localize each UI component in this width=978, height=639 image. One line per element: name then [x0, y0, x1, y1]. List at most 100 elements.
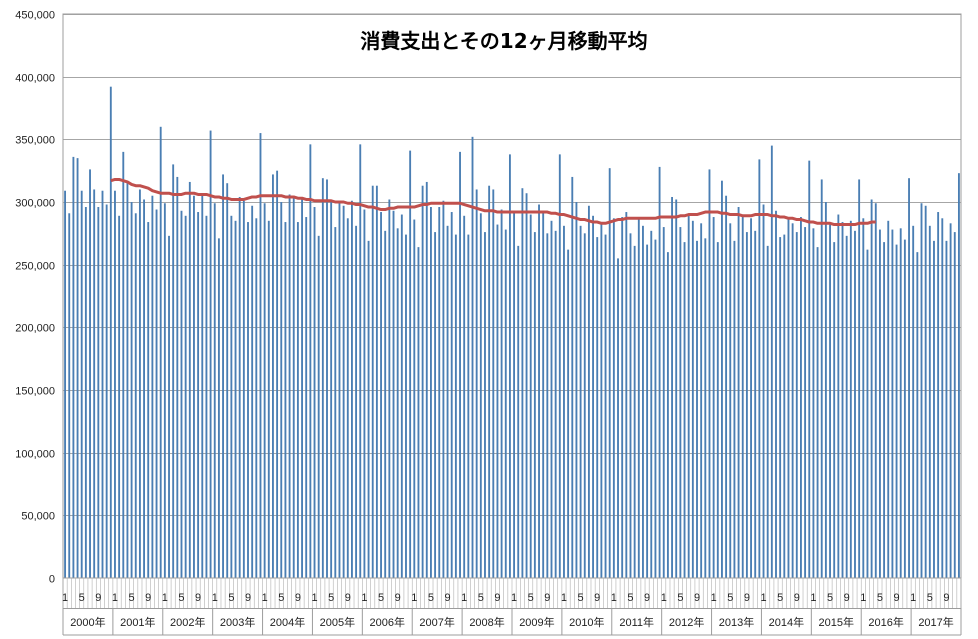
month-label: 9 — [744, 592, 750, 604]
year-label: 2013年 — [719, 615, 754, 629]
bar — [471, 136, 474, 578]
month-label: 5 — [777, 592, 783, 604]
bar — [671, 196, 673, 579]
bar — [804, 227, 807, 578]
month-label: 9 — [893, 592, 899, 604]
bar — [687, 214, 690, 578]
bar — [592, 215, 594, 579]
bar — [854, 230, 856, 578]
bar — [517, 245, 520, 578]
bar — [205, 215, 208, 579]
bar — [151, 195, 154, 579]
year-label: 2006年 — [370, 615, 405, 629]
bar — [284, 222, 287, 579]
bar — [554, 230, 557, 578]
bar — [779, 237, 782, 578]
bar — [937, 212, 940, 578]
bar — [754, 230, 757, 578]
month-label: 1 — [661, 592, 667, 604]
bar — [413, 219, 416, 579]
bar — [355, 225, 358, 578]
month-label: 1 — [461, 592, 467, 604]
bar — [172, 164, 175, 578]
bar — [879, 229, 881, 578]
bar — [126, 181, 129, 578]
bar — [84, 207, 87, 578]
bar — [795, 232, 798, 578]
bar — [272, 174, 274, 578]
bar — [841, 222, 844, 579]
bar — [608, 168, 611, 578]
y-tick-label: 250,000 — [15, 261, 55, 273]
bar — [405, 234, 407, 578]
bar — [180, 210, 183, 578]
month-label: 9 — [644, 592, 650, 604]
month-label: 1 — [411, 592, 417, 604]
bar — [508, 154, 511, 578]
bar — [949, 223, 952, 578]
bar — [762, 204, 765, 578]
bar — [68, 213, 71, 578]
bar — [351, 200, 353, 578]
year-label: 2010年 — [569, 615, 604, 629]
bar — [64, 190, 67, 578]
bar — [380, 212, 382, 578]
chart-title: 消費支出とその12ヶ月移動平均 — [360, 29, 647, 53]
bar — [276, 170, 279, 579]
bar — [326, 179, 328, 578]
bar — [666, 252, 669, 578]
bar — [733, 240, 736, 578]
year-label: 2012年 — [669, 615, 704, 629]
bar — [334, 227, 337, 578]
bar — [479, 213, 482, 578]
y-tick-label: 450,000 — [15, 10, 55, 22]
bar — [338, 200, 341, 578]
bar — [912, 225, 915, 578]
bar — [895, 244, 898, 579]
bar — [550, 220, 553, 579]
year-label: 2007年 — [419, 615, 454, 629]
bar — [155, 209, 158, 578]
bar — [109, 86, 112, 578]
bar — [251, 205, 254, 578]
year-label: 2009年 — [519, 615, 554, 629]
bar — [558, 154, 561, 578]
bar — [770, 145, 773, 578]
bar — [696, 240, 698, 578]
month-label: 5 — [528, 592, 534, 604]
y-tick-label: 50,000 — [21, 511, 55, 523]
y-tick-label: 150,000 — [15, 386, 55, 398]
month-label: 1 — [212, 592, 218, 604]
bar — [242, 200, 245, 578]
bar — [533, 232, 536, 578]
bar — [637, 218, 640, 579]
bar — [342, 205, 345, 578]
bar — [629, 233, 632, 578]
bar — [321, 178, 324, 578]
month-label: 5 — [827, 592, 833, 604]
bar — [612, 218, 615, 579]
bar — [280, 202, 283, 578]
bar — [791, 223, 794, 578]
bar — [359, 144, 362, 578]
bar — [201, 194, 204, 579]
month-label: 5 — [378, 592, 384, 604]
bar — [122, 151, 125, 578]
bar — [737, 207, 740, 578]
bar — [292, 198, 295, 579]
bar — [920, 203, 923, 578]
bar — [76, 158, 79, 578]
bar — [197, 212, 200, 578]
bar — [725, 195, 728, 579]
bar — [504, 229, 507, 578]
bar — [259, 133, 262, 578]
bar — [571, 176, 574, 578]
bar — [941, 218, 944, 579]
bar — [824, 202, 827, 578]
bar — [475, 189, 478, 578]
month-label: 5 — [627, 592, 633, 604]
bar — [529, 214, 532, 578]
month-label: 1 — [112, 592, 118, 604]
bar — [858, 179, 861, 578]
